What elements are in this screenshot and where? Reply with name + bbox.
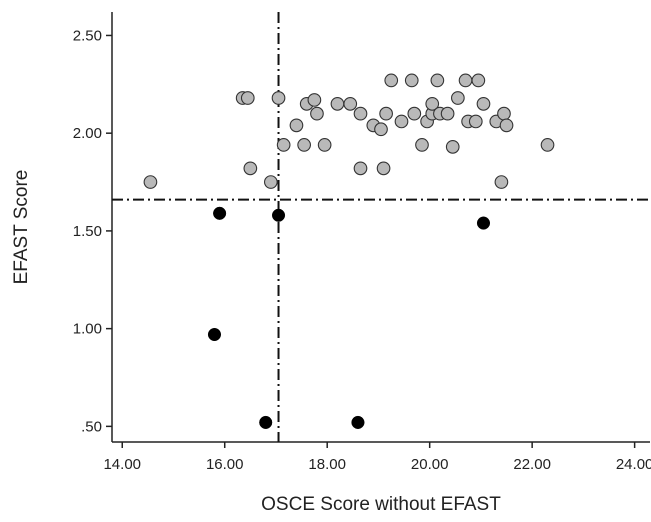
gray-data-point	[271, 91, 286, 105]
y-tick-label: 2.50	[73, 27, 102, 44]
x-tick-label: 20.00	[411, 456, 449, 473]
black-data-point	[259, 415, 273, 430]
x-tick-label: 18.00	[308, 456, 346, 473]
y-tick-label: 1.50	[73, 223, 102, 240]
black-data-point	[476, 216, 491, 230]
y-axis-title: EFAST Score	[11, 170, 32, 285]
x-ticks: 14.00 16.00 18.00 20.00 22.00 24.00	[103, 442, 651, 473]
gray-data-point	[240, 91, 255, 105]
gray-data-point	[317, 138, 332, 152]
x-tick-label: 24.00	[616, 456, 651, 473]
gray-data-point	[471, 73, 486, 88]
gray-data-point	[458, 73, 473, 88]
x-tick-label: 14.00	[103, 456, 141, 473]
gray-data-point	[143, 175, 158, 189]
x-tick-label: 16.00	[206, 456, 244, 473]
gray-data-point	[430, 73, 445, 88]
gray-data-point	[243, 161, 258, 176]
data-points	[143, 73, 555, 430]
gray-data-point	[376, 161, 391, 176]
y-tick-label: .50	[81, 418, 102, 435]
gray-data-point	[476, 97, 491, 111]
gray-data-point	[451, 91, 465, 105]
gray-data-point	[353, 106, 368, 121]
gray-data-point	[374, 122, 388, 137]
reference-lines	[112, 12, 650, 442]
y-ticks: .50 1.00 1.50 2.00 2.50	[73, 27, 112, 435]
x-axis-title: OSCE Score without EFAST	[261, 494, 501, 515]
black-data-point	[351, 415, 365, 430]
gray-data-point	[343, 97, 358, 111]
gray-data-point	[494, 175, 509, 189]
gray-data-point	[384, 73, 399, 88]
black-data-point	[207, 327, 222, 342]
axes	[111, 12, 650, 443]
gray-data-point	[289, 118, 304, 133]
gray-data-point	[497, 106, 511, 121]
gray-data-point	[445, 140, 460, 154]
gray-data-point	[310, 106, 324, 121]
gray-data-point	[263, 175, 278, 189]
black-data-point	[271, 208, 286, 222]
gray-data-point	[440, 106, 455, 121]
gray-data-point	[330, 97, 345, 111]
gray-data-point	[540, 138, 555, 152]
gray-data-point	[404, 73, 419, 88]
y-tick-label: 1.00	[73, 321, 102, 338]
gray-data-point	[297, 138, 311, 152]
gray-data-point	[394, 114, 409, 129]
gray-data-point	[425, 97, 440, 111]
gray-data-point	[499, 118, 514, 133]
gray-data-point	[276, 138, 291, 152]
black-data-point	[213, 206, 227, 220]
y-tick-label: 2.00	[73, 125, 102, 142]
gray-data-point	[353, 161, 368, 176]
gray-data-point	[307, 93, 322, 107]
gray-data-point	[407, 106, 422, 121]
x-tick-label: 22.00	[513, 456, 551, 473]
gray-data-point	[379, 106, 393, 121]
gray-data-point	[415, 138, 429, 152]
gray-data-point	[468, 114, 483, 129]
